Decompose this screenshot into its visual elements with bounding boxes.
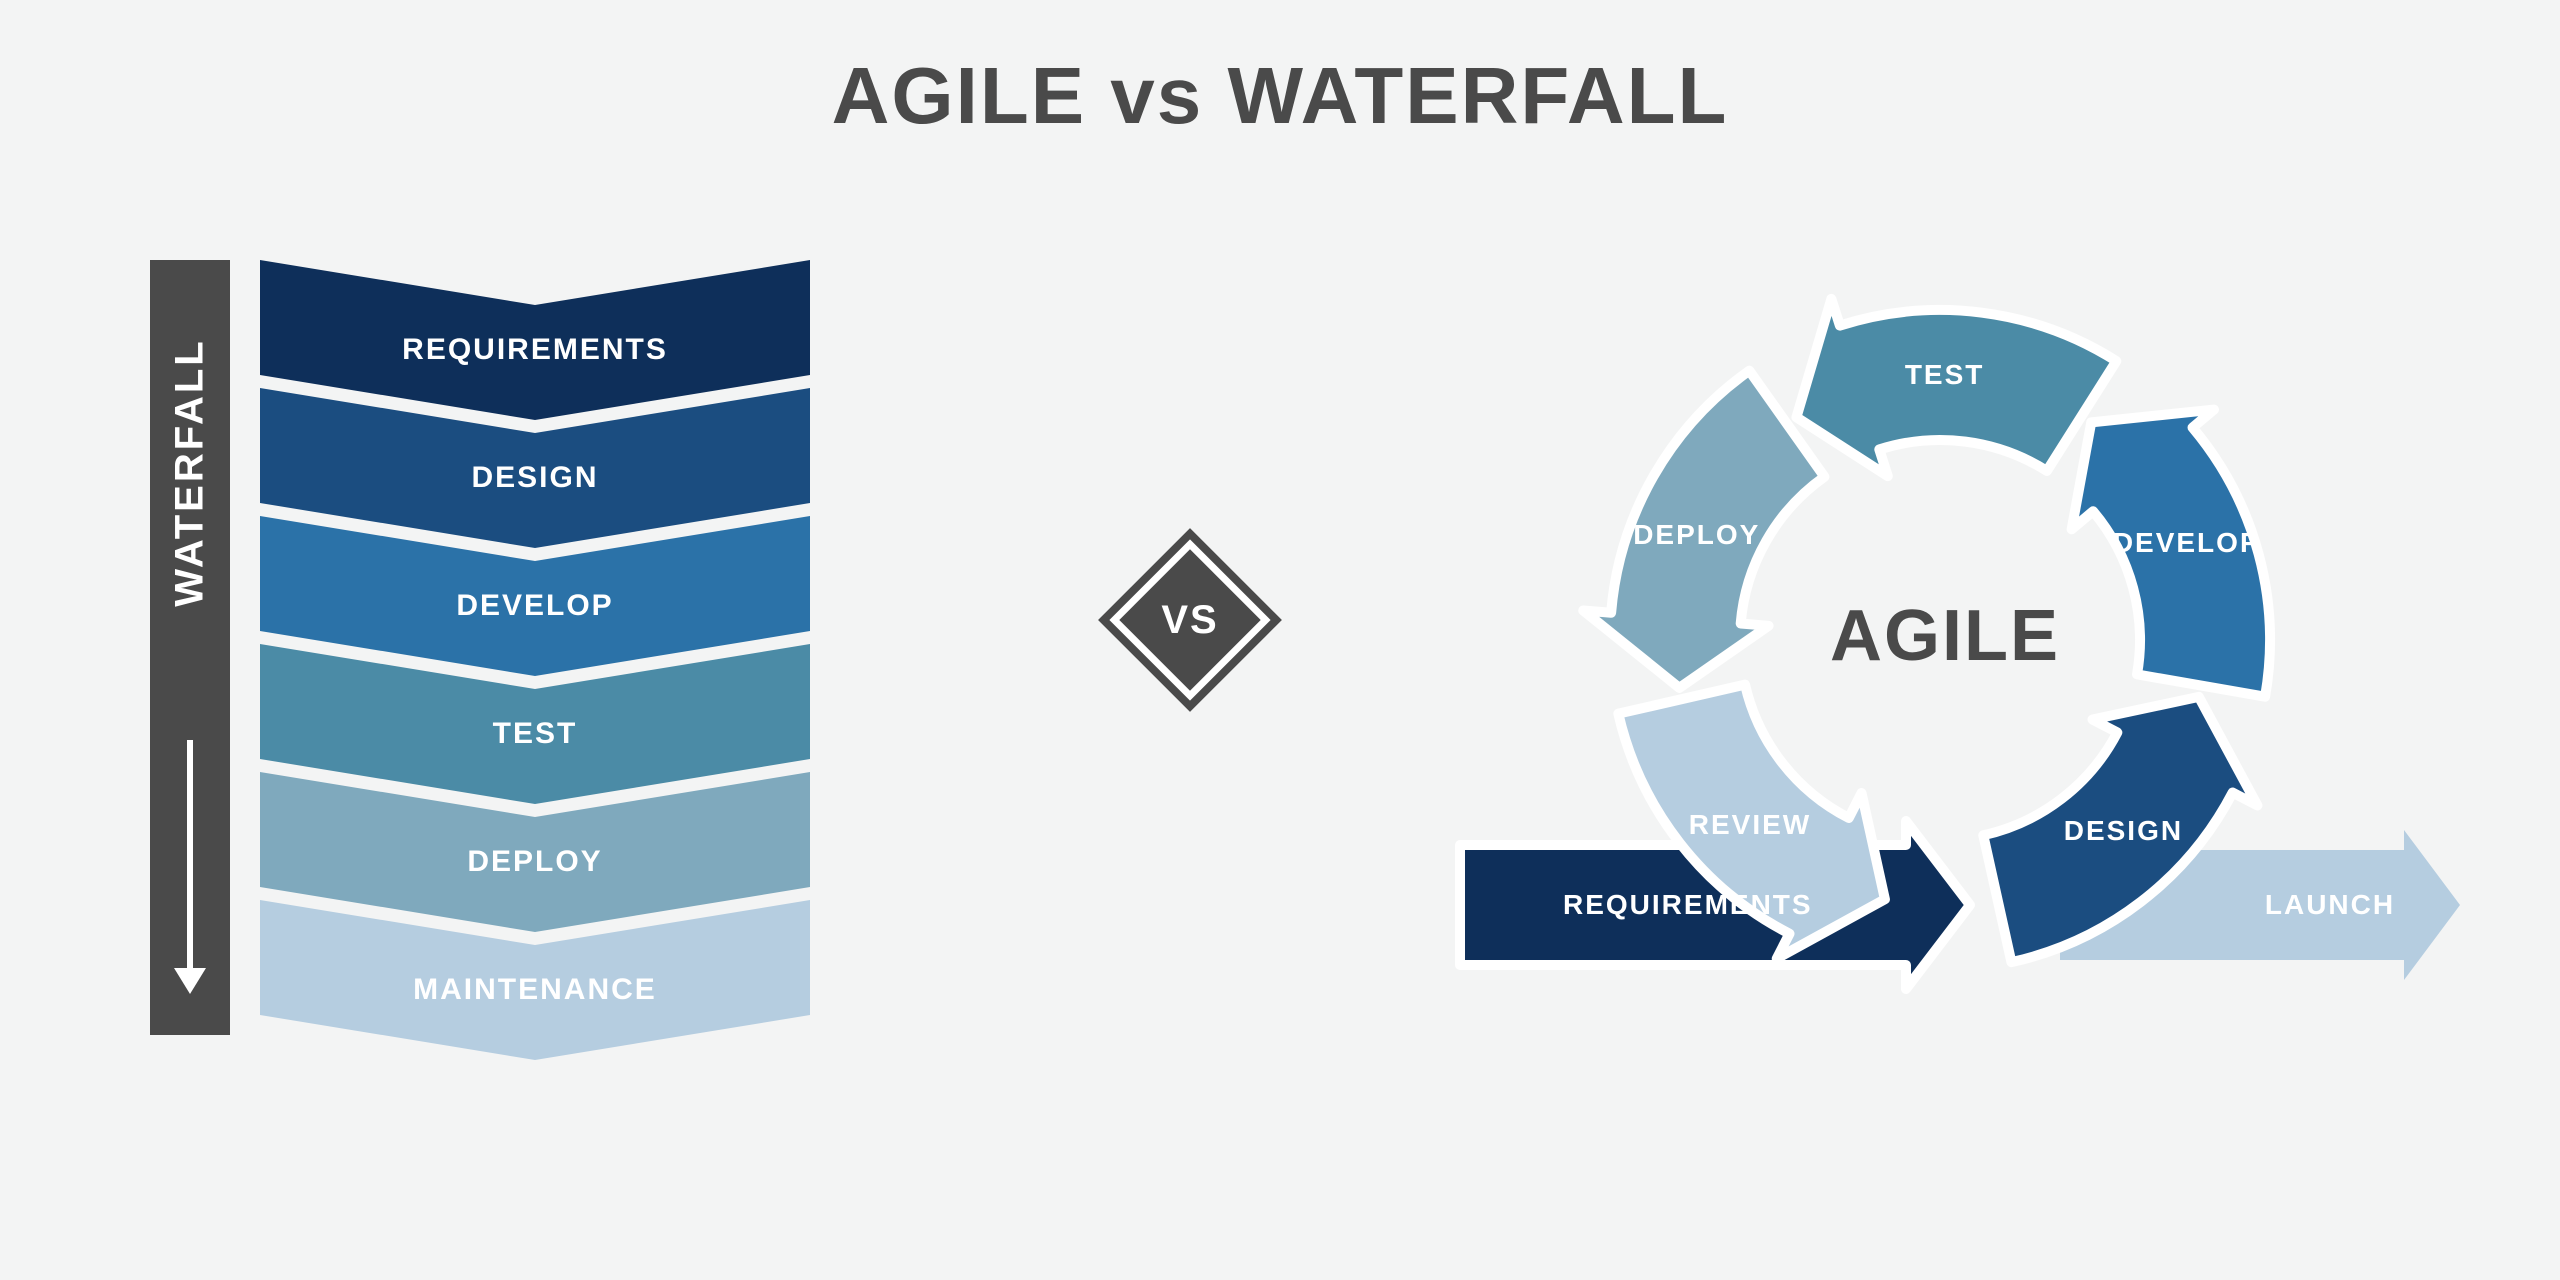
waterfall-bar: WATERFALL	[150, 260, 230, 1035]
waterfall-step-label: DEPLOY	[260, 845, 810, 879]
agile-seg-review: REVIEW	[1660, 809, 1840, 841]
waterfall-step-label: DESIGN	[260, 461, 810, 495]
waterfall-arrow-icon	[174, 740, 206, 994]
agile-requirements-label: REQUIREMENTS	[1563, 889, 1743, 921]
vs-label: VS	[1100, 530, 1280, 710]
agile-diagram: AGILE DESIGN DEVELOP TEST DEPLOY REVIEW REQUI…	[1420, 210, 2470, 1130]
agile-seg-design: DESIGN	[2033, 815, 2213, 847]
waterfall-step-label: MAINTENANCE	[260, 973, 810, 1007]
vs-badge: VS	[1100, 530, 1280, 710]
agile-center-label: AGILE	[1830, 595, 2060, 677]
agile-launch-label: LAUNCH	[2240, 889, 2420, 921]
agile-seg-develop: DEVELOP	[2097, 527, 2277, 559]
agile-seg-deploy: DEPLOY	[1607, 519, 1787, 551]
page-title: AGILE vs WATERFALL	[0, 50, 2560, 142]
waterfall-step: MAINTENANCE	[260, 900, 810, 1060]
waterfall-bar-label: WATERFALL	[168, 338, 213, 606]
agile-seg-test: TEST	[1855, 359, 2035, 391]
waterfall-step-label: REQUIREMENTS	[260, 333, 810, 367]
waterfall-step-label: TEST	[260, 717, 810, 751]
waterfall-step-label: DEVELOP	[260, 589, 810, 623]
